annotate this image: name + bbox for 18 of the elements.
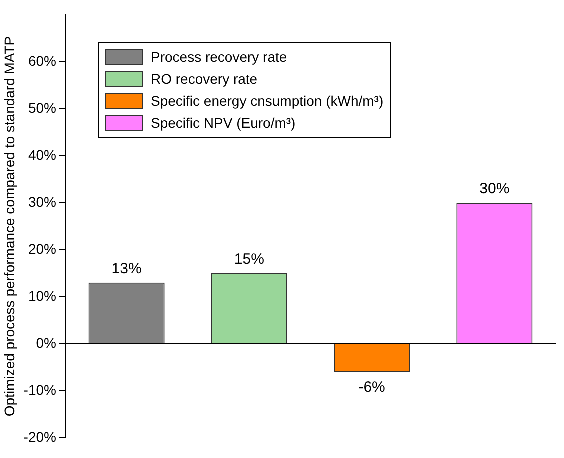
data-label: 13% bbox=[112, 260, 142, 278]
y-tick-label: 0% bbox=[36, 334, 56, 351]
y-tick-label: 40% bbox=[28, 146, 56, 163]
data-label: -6% bbox=[358, 378, 386, 396]
y-tick-label: 50% bbox=[28, 100, 56, 116]
y-tick-label: 60% bbox=[28, 52, 56, 69]
legend-label: Specific energy cnsumption (kWh/m³) bbox=[151, 93, 384, 109]
data-label: 30% bbox=[480, 180, 510, 198]
legend-label: Process recovery rate bbox=[151, 49, 288, 65]
y-axis-title: Optimized process performance compared to standard MATP bbox=[1, 36, 18, 417]
y-tick-label: 30% bbox=[28, 194, 56, 210]
legend-label: Specific NPV (Euro/m³) bbox=[151, 115, 296, 131]
y-tick-label: -20% bbox=[24, 428, 56, 445]
y-tick-label: 20% bbox=[28, 240, 56, 257]
legend-label: RO recovery rate bbox=[151, 71, 258, 87]
y-tick-label: -10% bbox=[24, 382, 56, 398]
data-label: 15% bbox=[234, 251, 264, 268]
y-tick-label: 10% bbox=[28, 288, 56, 304]
